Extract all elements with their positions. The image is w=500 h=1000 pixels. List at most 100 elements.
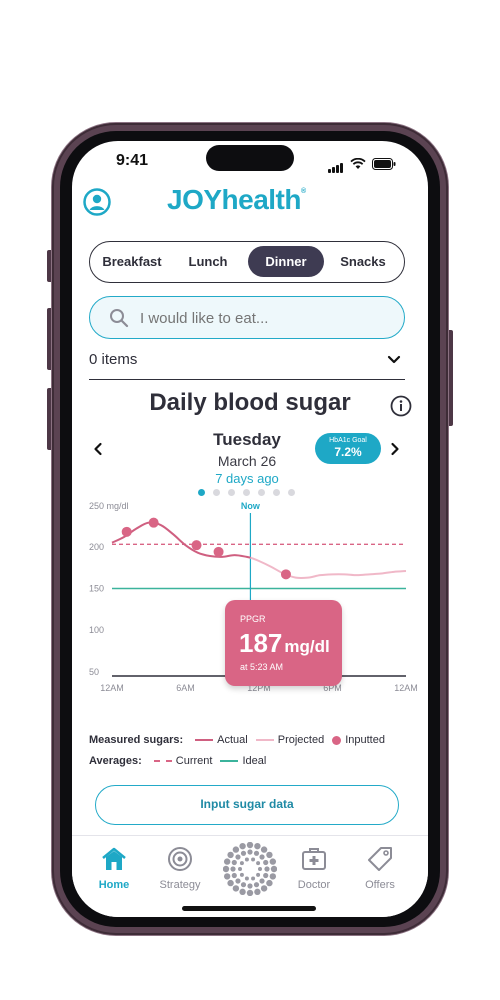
inputted-point: [191, 540, 202, 551]
chevron-down-icon[interactable]: [387, 355, 401, 365]
nav-strategy-label: Strategy: [159, 879, 201, 891]
page-dot[interactable]: [258, 489, 265, 496]
actual-series-line: [111, 521, 251, 559]
app-screen: 9:41 JOYhealth® Breakfast Lunch Dinner S…: [72, 141, 428, 917]
chevron-right-icon[interactable]: [390, 442, 400, 456]
nav-home[interactable]: Home: [82, 846, 146, 891]
legend-averages: Averages: Current Ideal: [89, 755, 266, 767]
tab-breakfast[interactable]: Breakfast: [102, 254, 162, 269]
nav-home-label: Home: [98, 879, 130, 891]
ppgr-tooltip: PPGR 187 mg/dl at 5:23 AM: [225, 600, 342, 686]
tooltip-reading: 187 mg/dl: [239, 628, 330, 659]
logo-dot: [266, 879, 273, 887]
legend-ideal-swatch: [220, 760, 239, 762]
battery-icon: [372, 158, 396, 170]
logo-dot: [231, 859, 237, 866]
joy-dots-icon: [222, 841, 278, 897]
nav-offers[interactable]: Offers: [348, 846, 412, 891]
logo-dot: [263, 872, 269, 879]
dynamic-island: [206, 145, 294, 171]
logo-dot: [251, 876, 256, 881]
logo-trademark: ®: [300, 188, 306, 195]
logo-dot: [235, 878, 241, 884]
legend-actual: Actual: [217, 734, 248, 746]
now-label: Now: [241, 501, 261, 511]
y-axis-unit-label: 250 mg/dl: [89, 501, 129, 511]
page-dot[interactable]: [243, 489, 250, 496]
tab-lunch[interactable]: Lunch: [188, 254, 228, 269]
legend-measured: Measured sugars: Actual Projected Inputt…: [89, 734, 385, 746]
home-icon: [102, 847, 126, 870]
chart-day: Tuesday: [213, 430, 281, 449]
legend-current-swatch: [153, 760, 172, 762]
x-tick-label: 12PM: [247, 683, 271, 693]
chart-relative-date: 7 days ago: [215, 471, 279, 486]
chevron-left-icon[interactable]: [93, 442, 103, 456]
logo-dot: [254, 888, 261, 896]
page-dot[interactable]: [213, 489, 220, 496]
page-dot[interactable]: [273, 489, 280, 496]
x-tick-label: 6AM: [176, 683, 195, 693]
hba1c-goal-badge: HbA1c Goal 7.2%: [315, 433, 381, 464]
page-dot[interactable]: [288, 489, 295, 496]
status-icons: [328, 155, 396, 173]
logo-dot: [232, 885, 240, 892]
tooltip-value: 187: [239, 628, 283, 658]
home-indicator: [182, 906, 316, 911]
logo-dot: [269, 858, 277, 865]
legend-inputted: Inputted: [345, 734, 385, 746]
signal-icon: [328, 155, 344, 173]
y-tick-label: 100: [89, 625, 104, 635]
info-icon[interactable]: [390, 395, 412, 417]
side-button-mute: [47, 250, 53, 282]
tab-dinner[interactable]: Dinner: [248, 246, 324, 277]
legend-projected: Projected: [277, 734, 325, 746]
nav-doctor-label: Doctor: [297, 879, 331, 891]
meal-tabs: Breakfast Lunch Dinner Snacks: [89, 241, 405, 283]
logo-dot: [256, 872, 261, 877]
logo-dot: [239, 888, 246, 896]
input-sugar-data-button[interactable]: Input sugar data: [95, 785, 399, 825]
search-input[interactable]: [138, 305, 382, 331]
food-search[interactable]: [89, 296, 405, 339]
logo-dot: [254, 842, 261, 850]
page-dot[interactable]: [228, 489, 235, 496]
logo-text: JOYhealth: [167, 184, 301, 215]
legend-averages-label: Averages:: [89, 755, 142, 767]
page-dot[interactable]: [198, 489, 205, 496]
chart-title: Daily blood sugar: [149, 389, 351, 416]
logo-dot: [227, 879, 234, 887]
logo-dot: [239, 872, 244, 877]
logo-dot: [223, 873, 231, 880]
logo-dot: [230, 866, 236, 872]
logo-dot: [253, 850, 260, 856]
nav-strategy[interactable]: Strategy: [148, 846, 212, 891]
nav-center[interactable]: [218, 841, 282, 899]
logo-dot: [235, 854, 241, 860]
inputted-point: [148, 517, 159, 528]
tooltip-label: PPGR: [240, 614, 266, 624]
tooltip-unit: mg/dl: [284, 637, 330, 656]
app-logo: JOYhealth®: [167, 184, 306, 216]
profile-icon[interactable]: [83, 188, 111, 216]
logo-dot: [244, 857, 249, 862]
items-dropdown[interactable]: 0 items: [89, 349, 405, 380]
hba1c-goal-value: 7.2%: [334, 445, 362, 459]
logo-dot: [263, 859, 269, 866]
logo-dot: [247, 849, 253, 855]
logo-dot: [260, 885, 268, 892]
projected-series-line: [250, 556, 407, 580]
logo-dot: [240, 882, 247, 888]
nav-offers-label: Offers: [365, 879, 395, 891]
inputted-point: [121, 526, 132, 537]
nav-doctor[interactable]: Doctor: [282, 846, 346, 891]
wifi-icon: [350, 158, 366, 169]
legend-inputted-swatch: [332, 735, 342, 745]
logo-dot: [251, 857, 256, 862]
medical-kit-icon: [302, 848, 326, 870]
logo-dot: [266, 851, 273, 859]
tab-snacks[interactable]: Snacks: [340, 254, 386, 269]
logo-dot: [259, 854, 265, 860]
logo-dot: [247, 883, 253, 889]
